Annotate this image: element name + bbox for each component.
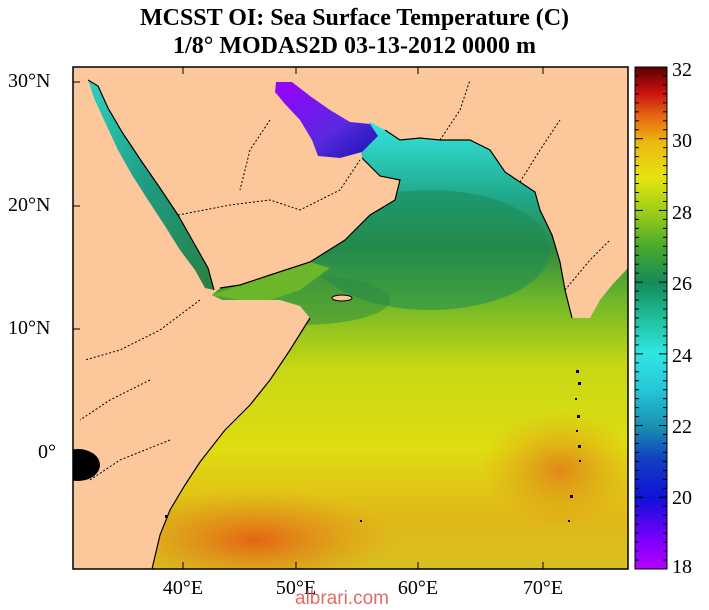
lat-label-20n: 20°N bbox=[8, 194, 51, 216]
island-socotra bbox=[331, 294, 353, 302]
colorbar bbox=[634, 66, 668, 570]
colorbar-label-32: 32 bbox=[672, 59, 692, 81]
lon-label-50e: 50°E bbox=[275, 577, 317, 599]
colorbar-label-18: 18 bbox=[672, 556, 692, 578]
lat-label-0: 0° bbox=[38, 441, 56, 463]
lat-label-10n: 10°N bbox=[8, 317, 51, 339]
colorbar-label-22: 22 bbox=[672, 416, 692, 438]
lat-label-30n: 30°N bbox=[8, 70, 51, 92]
land-mass bbox=[73, 67, 628, 569]
lon-label-60e: 60°E bbox=[397, 577, 439, 599]
lon-label-70e: 70°E bbox=[522, 577, 564, 599]
map-title-line-1: MCSST OI: Sea Surface Temperature (C) bbox=[139, 5, 570, 31]
lon-label-40e: 40°E bbox=[162, 577, 204, 599]
gulf-of-aden bbox=[212, 262, 330, 300]
warm-pool-southwest bbox=[115, 490, 395, 569]
colorbar-label-24: 24 bbox=[672, 345, 692, 367]
warm-pool-east bbox=[480, 410, 628, 530]
persian-gulf bbox=[275, 82, 378, 158]
map-title-line-2: 1/8° MODAS2D 03-13-2012 0000 m bbox=[173, 33, 536, 59]
watermark: albrari.com bbox=[295, 588, 389, 609]
map-frame bbox=[72, 66, 629, 570]
colorbar-label-26: 26 bbox=[672, 273, 692, 295]
colorbar-label-20: 20 bbox=[672, 487, 692, 509]
red-sea bbox=[88, 80, 214, 290]
colorbar-label-28: 28 bbox=[672, 202, 692, 224]
colorbar-label-30: 30 bbox=[672, 130, 692, 152]
